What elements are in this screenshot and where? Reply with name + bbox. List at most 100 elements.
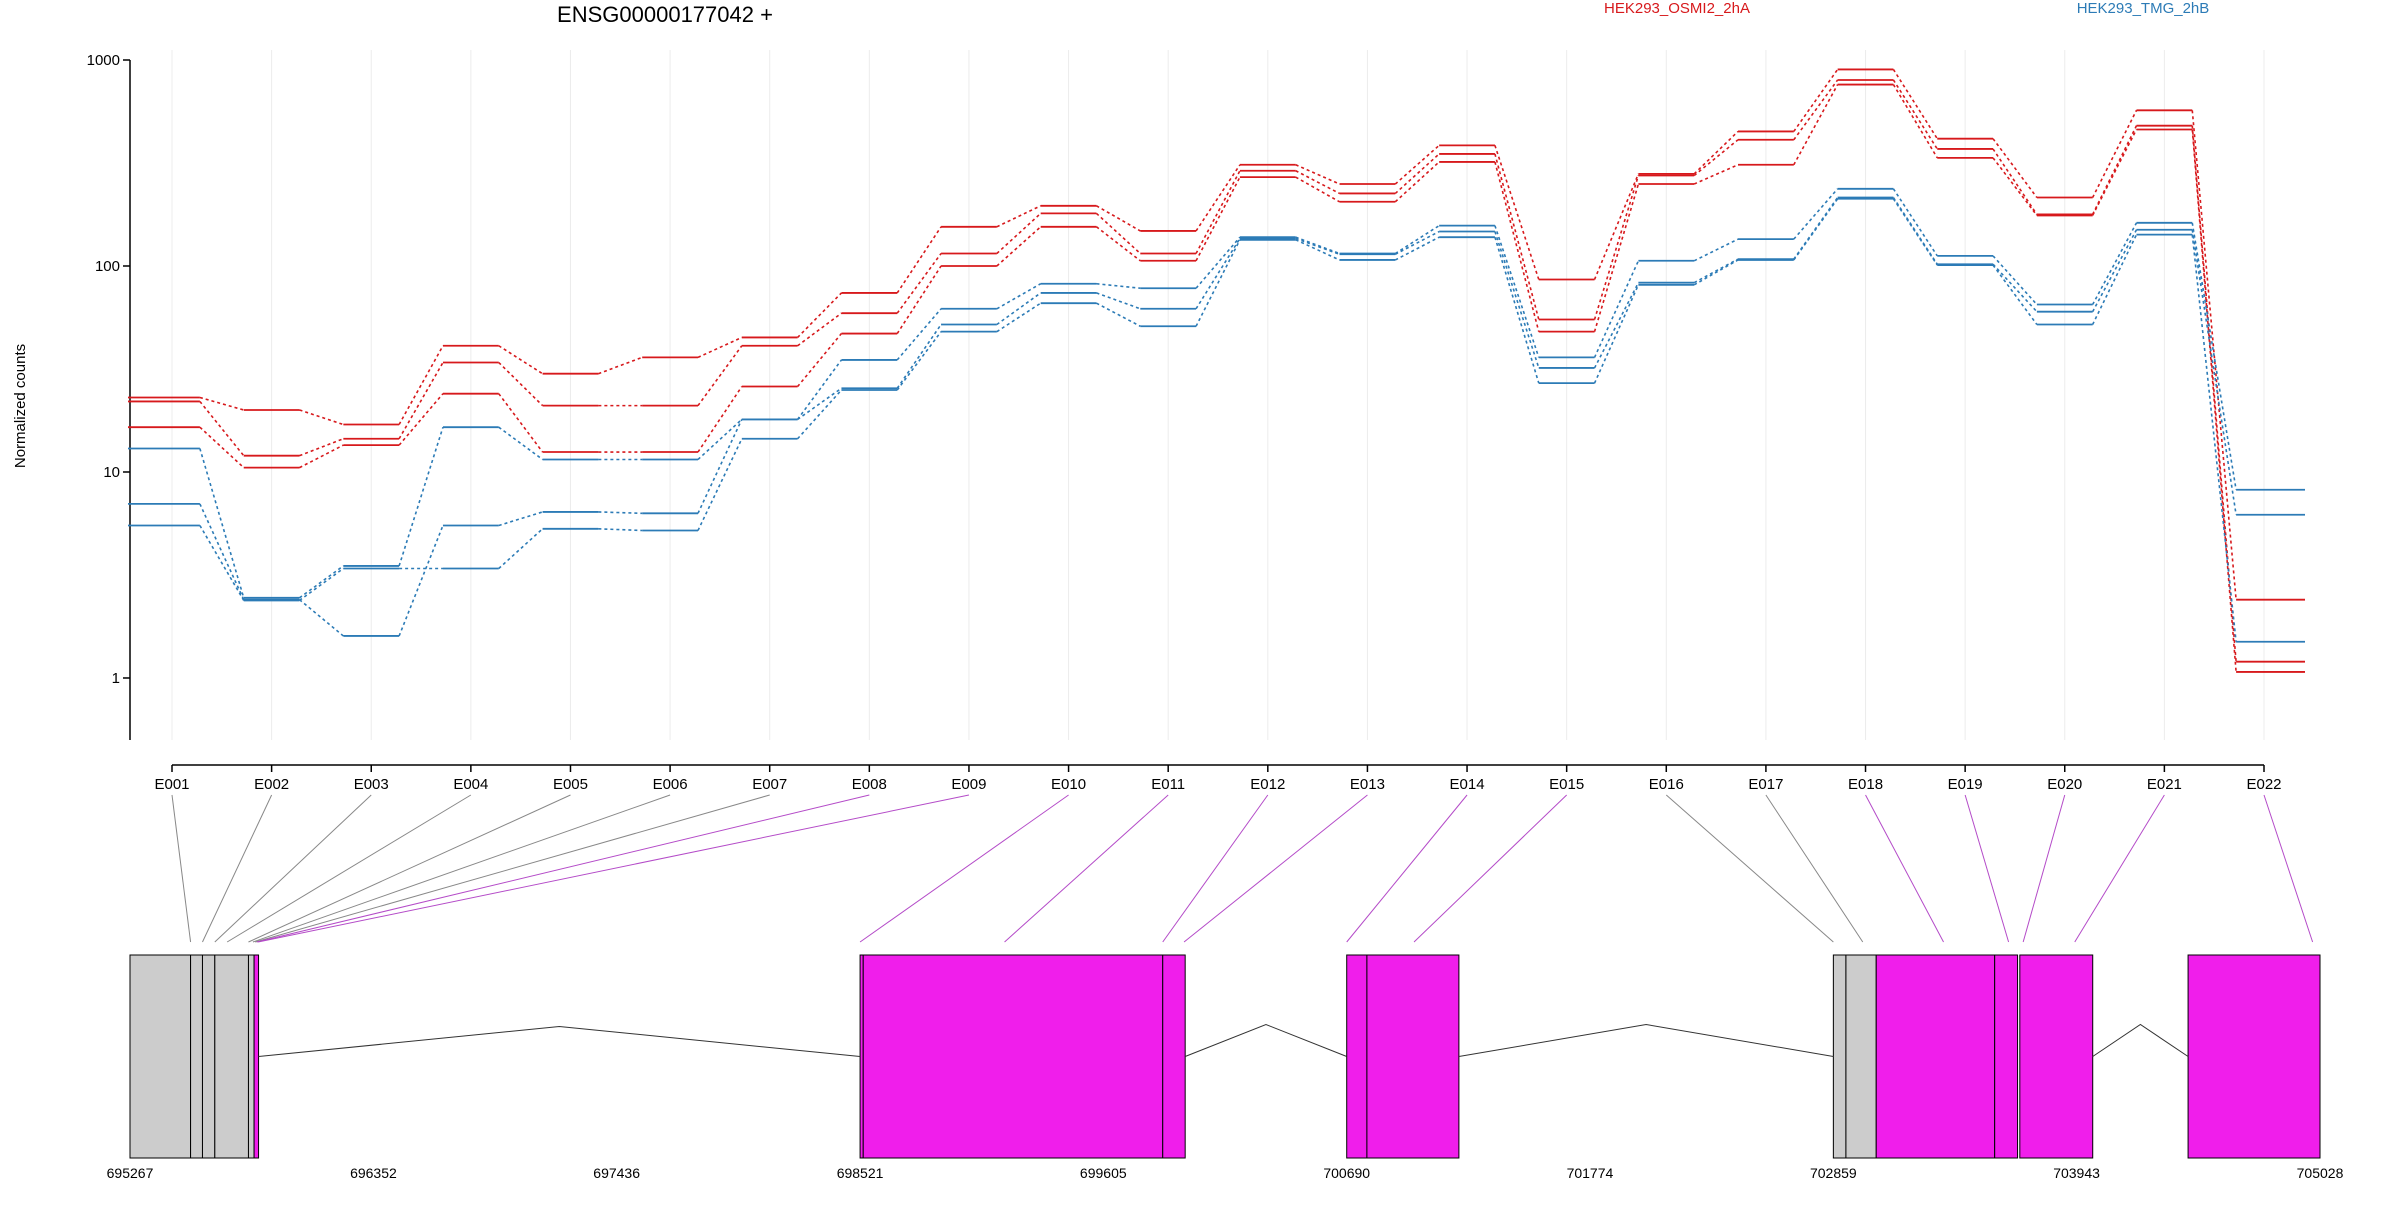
series-transition: [1992, 264, 2038, 325]
exon-label-e009: E009: [951, 776, 986, 793]
series-transition: [697, 438, 743, 531]
series-transition: [1494, 225, 1540, 358]
series-transition: [1295, 239, 1340, 261]
series-transition: [299, 444, 344, 469]
series-transition: [797, 312, 842, 347]
coordinate-tick-label: 695267: [107, 1165, 154, 1181]
series-transition: [299, 438, 344, 457]
y-tick-label: 1: [112, 670, 120, 687]
exon-connector-e004: [226, 794, 472, 943]
series-transition: [1693, 258, 1739, 284]
series-transition: [797, 387, 842, 421]
series-transition: [1992, 138, 2038, 198]
series-transition: [1494, 231, 1540, 369]
series-transition: [1793, 84, 1839, 166]
series-transition: [1195, 236, 1241, 289]
series-transition: [1593, 260, 1640, 358]
coordinate-tick-label: 703943: [2053, 1165, 2100, 1181]
series-transition: [1593, 282, 1640, 369]
series-line: [128, 79, 2305, 663]
series-transition: [796, 359, 843, 420]
exon-label-e011: E011: [1151, 776, 1185, 793]
series-transition: [896, 226, 942, 294]
exon-block: [1162, 954, 1186, 1159]
exon-block: [2019, 954, 2094, 1159]
series-transition: [199, 426, 245, 469]
exon-label-e019: E019: [1948, 776, 1983, 793]
series-transition: [996, 292, 1042, 326]
intron-line: [2092, 1023, 2189, 1057]
series-transition: [1892, 79, 1938, 150]
series-transition: [797, 292, 843, 338]
exon-connector-e003: [214, 794, 372, 943]
series-transition: [2191, 110, 2237, 600]
series-transition: [1494, 145, 1540, 280]
exon-connector-e012: [1162, 794, 1269, 943]
series-transition: [2191, 129, 2237, 673]
exon-connector-e022: [2263, 794, 2314, 943]
series-transition: [697, 419, 743, 514]
series-transition: [398, 525, 444, 637]
series-transition: [2191, 229, 2237, 515]
series-transition: [1394, 230, 1440, 255]
series-transition: [1195, 239, 1241, 327]
series-line: [128, 197, 2305, 643]
exon-label-e002: E002: [254, 776, 289, 793]
y-tick-label: 100: [95, 258, 120, 275]
series-transition: [1394, 236, 1440, 261]
series-transition: [1295, 170, 1340, 195]
series-transition: [299, 599, 344, 637]
series-transition: [1195, 164, 1241, 232]
y-axis-label: Normalized counts: [12, 344, 29, 468]
series-transition: [1096, 292, 1141, 310]
series-transition: [1295, 236, 1340, 255]
series-transition: [598, 527, 643, 532]
series-transition: [1494, 153, 1540, 320]
exon-block: [214, 954, 249, 1159]
series-transition: [2091, 222, 2138, 305]
series-transition: [1096, 205, 1141, 232]
series-line: [128, 68, 2305, 601]
exon-connector-e019: [1964, 794, 2010, 943]
series-transition: [1096, 302, 1141, 327]
exon-connector-e006: [252, 794, 671, 943]
series-transition: [1494, 236, 1540, 384]
exon-connector-e017: [1765, 794, 1864, 943]
series-transition: [498, 361, 544, 407]
exon-connector-e005: [248, 794, 571, 943]
y-axis: 1 10 100 1000: [87, 52, 131, 740]
exon-block: [1845, 954, 1877, 1159]
exon-connector-e009: [258, 794, 970, 943]
series-transition: [2091, 125, 2138, 215]
series-transition: [697, 336, 743, 359]
series-transition: [1593, 173, 1640, 280]
exon-block: [190, 954, 203, 1159]
series-transition: [2091, 109, 2138, 198]
exon-connector-e010: [859, 794, 1069, 943]
series-transition: [199, 396, 244, 411]
series-transition: [1394, 144, 1440, 185]
exon-label-e014: E014: [1450, 776, 1485, 793]
exon-label-e018: E018: [1848, 776, 1883, 793]
series-transition: [697, 418, 743, 461]
series-transition: [1295, 237, 1340, 256]
series-transition: [1992, 255, 2038, 306]
intron-line: [1184, 1023, 1347, 1057]
series-transition: [598, 511, 643, 515]
series-transition: [896, 331, 942, 391]
series-transition: [398, 345, 444, 425]
exon-label-e005: E005: [553, 776, 588, 793]
series-transition: [896, 265, 942, 334]
series-transition: [1693, 259, 1739, 286]
series-transition: [1295, 176, 1340, 203]
series-transition: [797, 389, 843, 440]
series-transition: [996, 212, 1042, 255]
series-transition: [1892, 68, 1938, 140]
series-transition: [1693, 238, 1739, 262]
exon-label-e008: E008: [852, 776, 887, 793]
series-transition: [996, 283, 1042, 310]
coordinate-tick-label: 696352: [350, 1165, 397, 1181]
series-transition: [1892, 84, 1938, 159]
series-transition: [996, 226, 1042, 267]
gene-model: [129, 954, 2321, 1159]
